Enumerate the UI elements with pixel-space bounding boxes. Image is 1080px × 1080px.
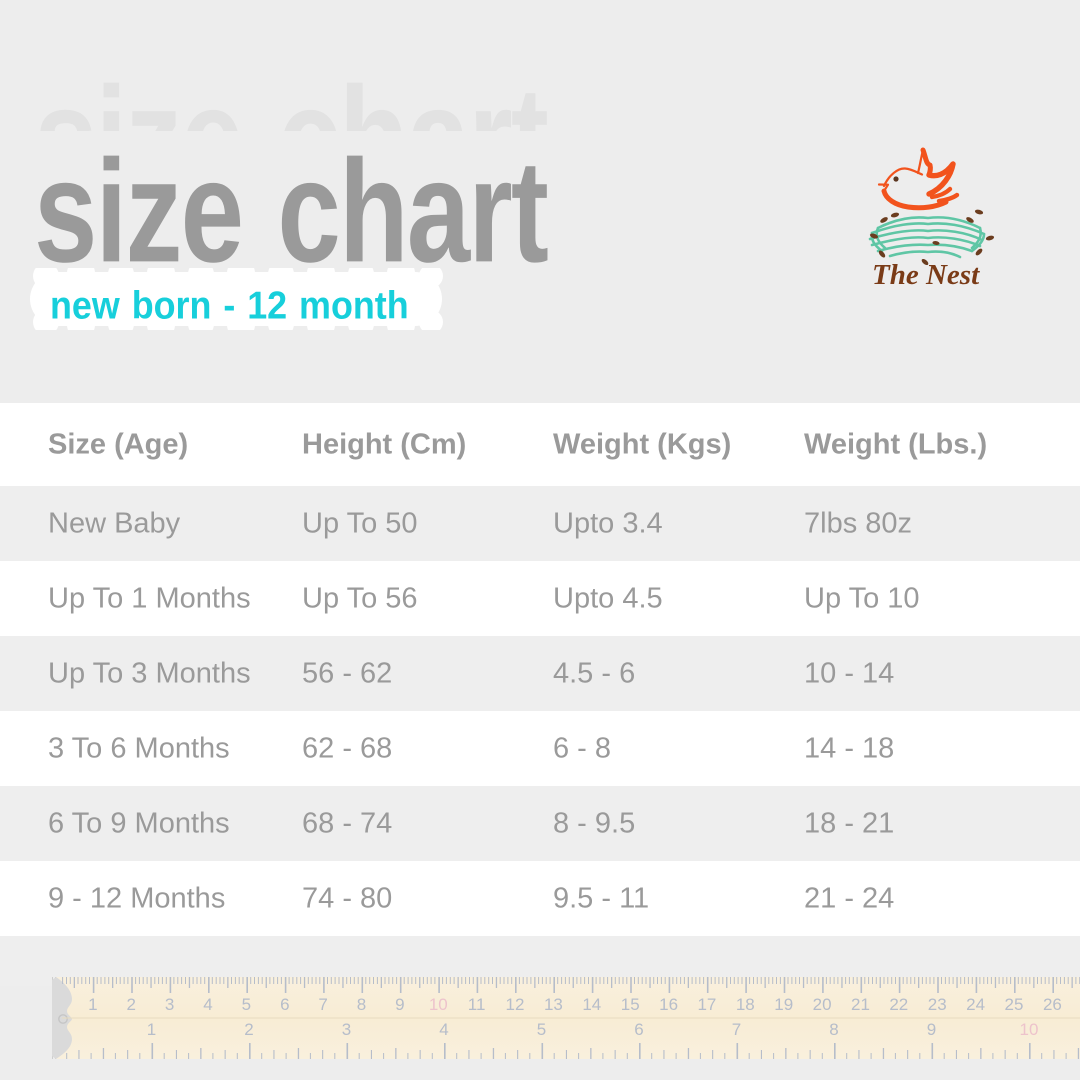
svg-text:15: 15 [621, 995, 640, 1014]
svg-text:4: 4 [203, 995, 212, 1014]
svg-text:3: 3 [342, 1020, 351, 1039]
svg-text:10: 10 [1020, 1020, 1039, 1039]
svg-text:1: 1 [88, 995, 97, 1014]
svg-text:19: 19 [774, 995, 793, 1014]
svg-text:16: 16 [659, 995, 678, 1014]
svg-text:10: 10 [429, 995, 448, 1014]
svg-text:4: 4 [439, 1020, 448, 1039]
svg-text:12: 12 [506, 995, 525, 1014]
svg-text:9: 9 [927, 1020, 936, 1039]
svg-text:7: 7 [318, 995, 327, 1014]
svg-text:2: 2 [244, 1020, 253, 1039]
svg-text:24: 24 [966, 995, 985, 1014]
svg-text:7: 7 [732, 1020, 741, 1039]
svg-text:9: 9 [395, 995, 404, 1014]
svg-text:5: 5 [537, 1020, 546, 1039]
svg-text:20: 20 [813, 995, 832, 1014]
svg-text:11: 11 [468, 995, 486, 1014]
svg-text:1: 1 [147, 1020, 156, 1039]
svg-text:25: 25 [1005, 995, 1024, 1014]
svg-text:22: 22 [889, 995, 908, 1014]
svg-text:17: 17 [697, 995, 716, 1014]
svg-text:5: 5 [242, 995, 251, 1014]
svg-text:2: 2 [126, 995, 135, 1014]
svg-text:18: 18 [736, 995, 755, 1014]
svg-text:8: 8 [357, 995, 366, 1014]
svg-text:3: 3 [165, 995, 174, 1014]
svg-text:6: 6 [634, 1020, 643, 1039]
svg-text:13: 13 [544, 995, 563, 1014]
svg-text:26: 26 [1043, 995, 1062, 1014]
svg-text:14: 14 [582, 995, 601, 1014]
svg-text:6: 6 [280, 995, 289, 1014]
svg-text:21: 21 [851, 995, 870, 1014]
svg-text:8: 8 [829, 1020, 838, 1039]
svg-text:23: 23 [928, 995, 947, 1014]
